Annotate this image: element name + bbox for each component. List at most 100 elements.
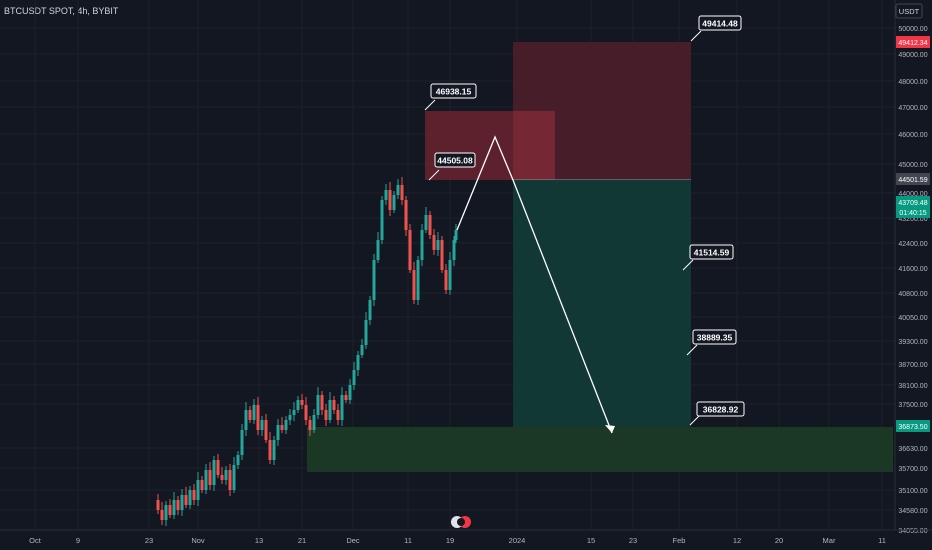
time-tick-label: 11: [878, 536, 886, 545]
candle-body: [408, 230, 412, 270]
callout-text: 38889.35: [697, 333, 733, 343]
candlestick-series: [156, 177, 458, 526]
candle-body: [428, 215, 432, 235]
candle-body: [288, 415, 292, 420]
candle-body: [424, 215, 428, 230]
candle-body: [392, 195, 396, 210]
candle-body: [200, 480, 204, 490]
currency-badge-text: USDT: [899, 7, 920, 16]
currency-badge[interactable]: [895, 3, 923, 19]
candle-body: [452, 240, 456, 260]
candle-body: [252, 405, 256, 420]
candle-body: [372, 260, 376, 300]
candle-body: [184, 495, 188, 505]
candle-body: [192, 490, 196, 500]
time-axis[interactable]: Oct 9 23 Nov 13 21 Dec 11 19 2024 15 23 Feb 12 20 Mar 11: [0, 529, 932, 545]
price-tick-label: 42400.00: [898, 241, 927, 248]
candle-body: [328, 400, 332, 420]
price-tick-label: 35700.00: [898, 466, 927, 473]
time-tick-label: 21: [298, 536, 306, 545]
candle-body: [444, 270, 448, 290]
price-tick-label: 37500.00: [898, 402, 927, 409]
candle-body: [248, 410, 252, 420]
time-tick-label: 20: [775, 536, 783, 545]
time-tick-label: 2024: [509, 536, 526, 545]
level-price-text: 44501.59: [898, 177, 927, 184]
price-tick-label: 43200.00: [898, 216, 927, 223]
candle-body: [360, 345, 364, 355]
candle-body: [364, 320, 368, 345]
time-tick-label: Feb: [673, 536, 686, 545]
price-tick-label: 46000.00: [898, 132, 927, 139]
current-price-badge: [896, 196, 930, 218]
candle-body: [220, 475, 224, 480]
candle-body: [454, 230, 458, 240]
price-tick-label: 40800.00: [898, 291, 927, 298]
callout-44505[interactable]: 44505.08: [428, 152, 476, 181]
current-price-text: 43709.48: [898, 200, 927, 207]
zone-overlap: [513, 111, 555, 180]
candle-body: [284, 420, 288, 430]
candle-body: [348, 385, 352, 400]
candle-body: [160, 510, 164, 520]
callout-36828[interactable]: 36828.92: [689, 401, 745, 426]
candle-body: [380, 200, 384, 240]
candle-body: [368, 300, 372, 320]
support-zone[interactable]: [307, 427, 893, 472]
price-tick-label: 44000.00: [898, 191, 927, 198]
candle-body: [264, 420, 268, 440]
candle-body: [268, 440, 272, 460]
candle-body: [344, 395, 348, 400]
time-tick-label: 23: [145, 536, 153, 545]
candle-body: [308, 420, 312, 430]
price-tick-label: 38700.00: [898, 362, 927, 369]
time-tick-label: 13: [255, 536, 263, 545]
take-profit-zone[interactable]: [513, 180, 691, 427]
price-tick-label: 34580.00: [898, 508, 927, 515]
candle-body: [388, 190, 392, 210]
candle-body: [312, 415, 316, 430]
high-price-badge: [896, 36, 930, 48]
candle-body: [168, 505, 172, 515]
candle-body: [280, 425, 284, 430]
callout-text: 44505.08: [437, 156, 473, 166]
candle-body: [420, 230, 424, 260]
price-tick-label: 45000.00: [898, 162, 927, 169]
candle-body: [240, 430, 244, 455]
projection-arrow[interactable]: [456, 135, 613, 434]
candle-body: [272, 440, 276, 460]
candle-body: [400, 185, 404, 200]
callout-41514[interactable]: 41514.59: [682, 244, 734, 271]
candle-body: [196, 480, 200, 500]
callout-38889[interactable]: 38889.35: [686, 329, 737, 356]
candle-body: [320, 395, 324, 410]
time-tick-label: 11: [404, 536, 412, 545]
candle-body: [416, 260, 420, 300]
chart-grid: [0, 0, 895, 530]
price-axis[interactable]: 50000.00 49000.00 48000.00 47000.00 46000.00…: [894, 0, 930, 535]
price-tick-label: 36630.00: [898, 446, 927, 453]
candle-body: [188, 490, 192, 505]
price-tick-label: 34055.00: [898, 528, 927, 535]
candle-body: [208, 470, 212, 485]
callout-46938[interactable]: 46938.15: [424, 83, 477, 111]
candle-body: [332, 400, 336, 410]
candle-body: [224, 470, 228, 480]
candle-body: [204, 470, 208, 490]
candle-body: [340, 395, 344, 420]
price-tick-label: 48000.00: [898, 79, 927, 86]
candle-body: [256, 405, 260, 430]
price-tick-label: 47000.00: [898, 105, 927, 112]
low-price-badge: [896, 420, 930, 432]
candle-body: [300, 400, 304, 405]
candle-body: [236, 455, 240, 465]
callout-49414[interactable]: 49414.48: [690, 15, 742, 42]
event-flag-icon[interactable]: [451, 516, 471, 528]
time-tick-label: Nov: [191, 536, 205, 545]
callout-text: 49414.48: [702, 19, 738, 29]
candle-body: [412, 270, 416, 300]
candle-body: [404, 200, 408, 230]
candle-body: [172, 500, 176, 515]
price-tick-label: 39300.00: [898, 339, 927, 346]
